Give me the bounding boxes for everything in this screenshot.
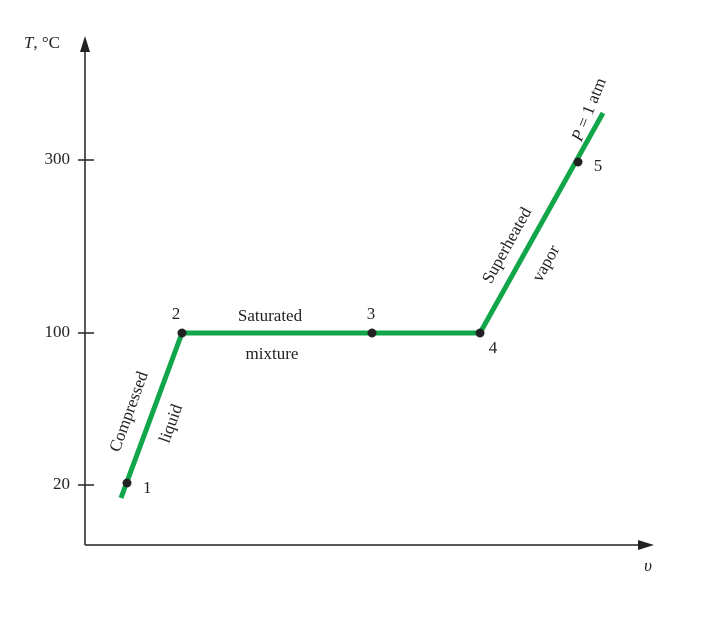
- region-label: mixture: [246, 344, 299, 363]
- pressure-label: P = 1 atm: [567, 75, 610, 145]
- y-label-symbol: T: [24, 33, 35, 52]
- y-label-unit: , °C: [33, 33, 60, 52]
- state-point: [122, 478, 132, 488]
- process-line: [118, 111, 606, 499]
- x-axis-arrow: [638, 540, 654, 550]
- region-label: Saturated: [238, 306, 303, 325]
- y-axis-arrow: [80, 36, 90, 52]
- y-axis-label: T, °C: [24, 33, 60, 52]
- point-label: 1: [143, 478, 152, 497]
- state-point: [177, 328, 187, 338]
- pressure-value: = 1 atm: [571, 75, 610, 134]
- y-tick-label: 20: [53, 474, 70, 493]
- y-tick-label: 300: [45, 149, 71, 168]
- point-label: 5: [594, 156, 603, 175]
- point-label: 2: [172, 304, 181, 323]
- state-point: [573, 157, 583, 167]
- region-label: vapor: [528, 241, 564, 284]
- region-label: liquid: [155, 401, 187, 445]
- point-label: 4: [489, 338, 498, 357]
- y-tick-label: 100: [45, 322, 71, 341]
- region-label: Compressed: [105, 368, 152, 454]
- point-label: 3: [367, 304, 376, 323]
- x-axis-label: υ: [644, 556, 652, 575]
- state-point: [475, 328, 485, 338]
- state-point: [367, 328, 377, 338]
